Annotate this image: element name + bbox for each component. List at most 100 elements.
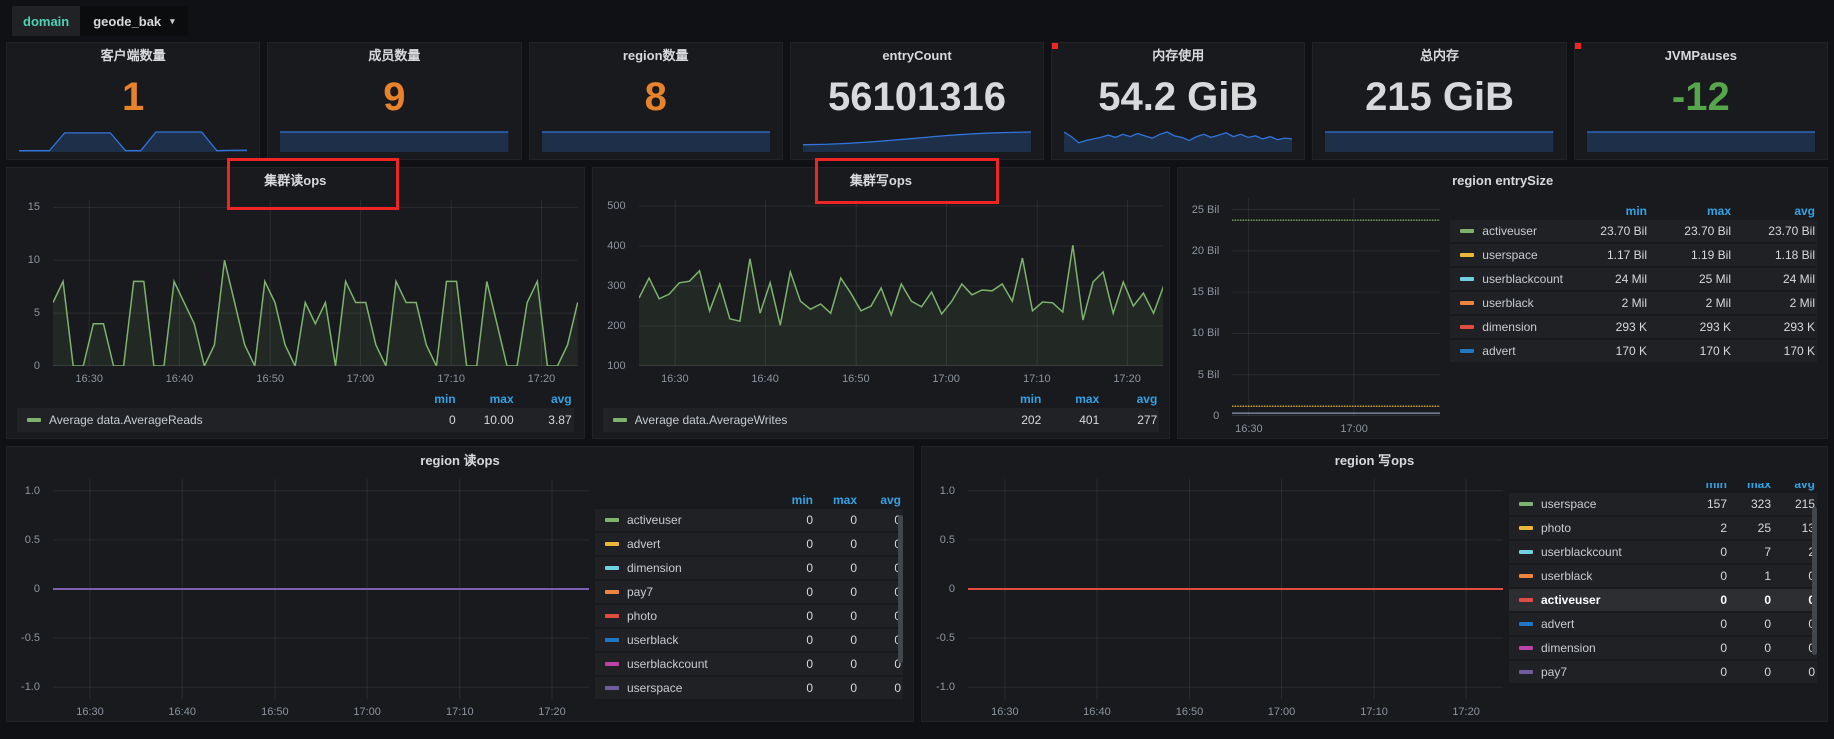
sparkline-chart bbox=[803, 125, 1031, 152]
stat-title: 内存使用 bbox=[1052, 43, 1304, 69]
legend-item[interactable]: pay7 0 0 0 bbox=[595, 581, 903, 603]
legend-item[interactable]: activeuser 0 0 0 bbox=[1509, 589, 1817, 611]
legend-label: advert bbox=[627, 537, 769, 551]
plot-area[interactable] bbox=[53, 200, 578, 366]
plot-area[interactable] bbox=[639, 200, 1164, 366]
legend-max: 0 bbox=[813, 561, 857, 575]
legend-min: 0 bbox=[769, 681, 813, 695]
legend-min: 0 bbox=[1683, 641, 1727, 655]
series-color-swatch bbox=[1460, 325, 1474, 329]
legend-col-avg[interactable]: avg bbox=[1731, 204, 1815, 218]
legend-avg: 0 bbox=[857, 585, 901, 599]
legend-item[interactable]: dimension 0 0 0 bbox=[1509, 637, 1817, 659]
legend-max: 1.19 Bil bbox=[1647, 248, 1731, 262]
legend-max: 0 bbox=[813, 681, 857, 695]
legend-min: 2 Mil bbox=[1563, 296, 1647, 310]
legend-item[interactable]: userspace 0 0 0 bbox=[595, 677, 903, 699]
legend-col-avg[interactable]: avg bbox=[1771, 483, 1815, 491]
legend-avg: 2 bbox=[1771, 545, 1815, 559]
legend-max: 0 bbox=[813, 609, 857, 623]
legend-item[interactable]: userblackcount 0 0 0 bbox=[595, 653, 903, 675]
x-axis-labels: 16:3016:4016:5017:0017:1017:20 bbox=[968, 701, 1503, 721]
chart-title[interactable]: region 读ops bbox=[7, 447, 913, 475]
legend-avg: 277 bbox=[1099, 413, 1157, 427]
stat-title: JVMPauses bbox=[1575, 43, 1827, 69]
legend-min: 23.70 Bil bbox=[1563, 224, 1647, 238]
legend-min: 0 bbox=[1683, 545, 1727, 559]
legend-col-max[interactable]: max bbox=[1647, 204, 1731, 218]
legend-item[interactable]: activeuser 23.70 Bil 23.70 Bil 23.70 Bil bbox=[1450, 220, 1817, 242]
legend-col-min[interactable]: min bbox=[983, 392, 1041, 406]
legend-item[interactable]: Average data.AverageReads 0 10.00 3.87 bbox=[17, 408, 574, 432]
series-color-swatch bbox=[605, 566, 619, 570]
legend-max: 0 bbox=[1727, 617, 1771, 631]
chart-title[interactable]: region entrySize bbox=[1178, 168, 1827, 194]
chart-legend: min max avg Average data.AverageWrites 2… bbox=[603, 390, 1160, 432]
legend-col-min[interactable]: min bbox=[398, 392, 456, 406]
panel-region-entrysize: region entrySize 05 Bil10 Bil15 Bil20 Bi… bbox=[1177, 167, 1828, 439]
chart-title[interactable]: region 写ops bbox=[922, 447, 1827, 475]
legend-item[interactable]: pay7 0 0 0 bbox=[1509, 661, 1817, 683]
legend-label: userblack bbox=[1482, 296, 1563, 310]
plot-area[interactable] bbox=[1232, 198, 1440, 416]
chart-title[interactable]: 集群写ops bbox=[593, 168, 1170, 194]
legend-col-min[interactable]: min bbox=[1683, 483, 1727, 491]
plot-area[interactable] bbox=[968, 479, 1503, 699]
legend-item[interactable]: userspace 157 323 215 bbox=[1509, 493, 1817, 515]
legend-item[interactable]: userblack 0 0 0 bbox=[595, 629, 903, 651]
legend-item[interactable]: userspace 1.17 Bil 1.19 Bil 1.18 Bil bbox=[1450, 244, 1817, 266]
stat-value: -12 bbox=[1575, 69, 1827, 125]
legend-item[interactable]: activeuser 0 0 0 bbox=[595, 509, 903, 531]
legend-avg: 0 bbox=[857, 537, 901, 551]
stat-panel: 内存使用 54.2 GiB bbox=[1051, 42, 1305, 160]
legend-min: 0 bbox=[769, 561, 813, 575]
legend-col-max[interactable]: max bbox=[1041, 392, 1099, 406]
series-color-swatch bbox=[1460, 277, 1474, 281]
legend-item[interactable]: userblack 2 Mil 2 Mil 2 Mil bbox=[1450, 292, 1817, 314]
legend-item[interactable]: userblackcount 0 7 2 bbox=[1509, 541, 1817, 563]
legend-item[interactable]: advert 0 0 0 bbox=[1509, 613, 1817, 635]
region-entrysize-chart: 05 Bil10 Bil15 Bil20 Bil25 Bil 16:3017:0… bbox=[1178, 194, 1446, 438]
legend-col-max[interactable]: max bbox=[456, 392, 514, 406]
legend-item[interactable]: photo 2 25 13 bbox=[1509, 517, 1817, 539]
legend-label: userblackcount bbox=[1482, 272, 1563, 286]
stat-value: 54.2 GiB bbox=[1052, 69, 1304, 125]
series-color-swatch bbox=[1519, 502, 1533, 506]
variable-dropdown[interactable]: geode_bak ▾ bbox=[80, 6, 187, 36]
legend-col-max[interactable]: max bbox=[813, 493, 857, 507]
legend-item[interactable]: dimension 293 K 293 K 293 K bbox=[1450, 316, 1817, 338]
legend-item[interactable]: advert 0 0 0 bbox=[595, 533, 903, 555]
legend-item[interactable]: photo 0 0 0 bbox=[595, 605, 903, 627]
plot-area[interactable] bbox=[53, 479, 589, 699]
legend-min: 0 bbox=[769, 609, 813, 623]
legend-col-max[interactable]: max bbox=[1727, 483, 1771, 491]
panel-cluster-read-ops: 集群读ops 051015 16:3016:4016:5017:0017:101… bbox=[6, 167, 585, 439]
legend-min: 2 bbox=[1683, 521, 1727, 535]
legend-col-min[interactable]: min bbox=[769, 493, 813, 507]
legend-label: pay7 bbox=[627, 585, 769, 599]
series-color-swatch bbox=[1519, 526, 1533, 530]
legend-item[interactable]: advert 170 K 170 K 170 K bbox=[1450, 340, 1817, 362]
chart-legend: min max avg activeuser 23.70 Bil 23.70 B… bbox=[1450, 202, 1817, 432]
legend-scrollbar[interactable] bbox=[1812, 507, 1817, 655]
legend-item[interactable]: dimension 0 0 0 bbox=[595, 557, 903, 579]
legend-label: Average data.AverageReads bbox=[49, 413, 398, 427]
legend-item[interactable]: Average data.AverageWrites 202 401 277 bbox=[603, 408, 1160, 432]
legend-item[interactable]: userblackcount 24 Mil 25 Mil 24 Mil bbox=[1450, 268, 1817, 290]
legend-avg: 3.87 bbox=[514, 413, 572, 427]
legend-item[interactable]: userblack 0 1 0 bbox=[1509, 565, 1817, 587]
chart-title[interactable]: 集群读ops bbox=[7, 168, 584, 194]
legend-col-avg[interactable]: avg bbox=[514, 392, 572, 406]
legend-min: 170 K bbox=[1563, 344, 1647, 358]
series-color-swatch bbox=[1519, 646, 1533, 650]
legend-col-avg[interactable]: avg bbox=[1099, 392, 1157, 406]
legend-col-min[interactable]: min bbox=[1563, 204, 1647, 218]
stat-title: entryCount bbox=[791, 43, 1043, 69]
cluster-read-ops-chart: 051015 16:3016:4016:5017:0017:1017:20 bbox=[7, 196, 584, 388]
stat-value: 56101316 bbox=[791, 69, 1043, 125]
legend-max: 10.00 bbox=[456, 413, 514, 427]
stat-value: 9 bbox=[268, 69, 520, 125]
legend-avg: 0 bbox=[857, 681, 901, 695]
legend-scrollbar[interactable] bbox=[898, 515, 903, 663]
legend-col-avg[interactable]: avg bbox=[857, 493, 901, 507]
